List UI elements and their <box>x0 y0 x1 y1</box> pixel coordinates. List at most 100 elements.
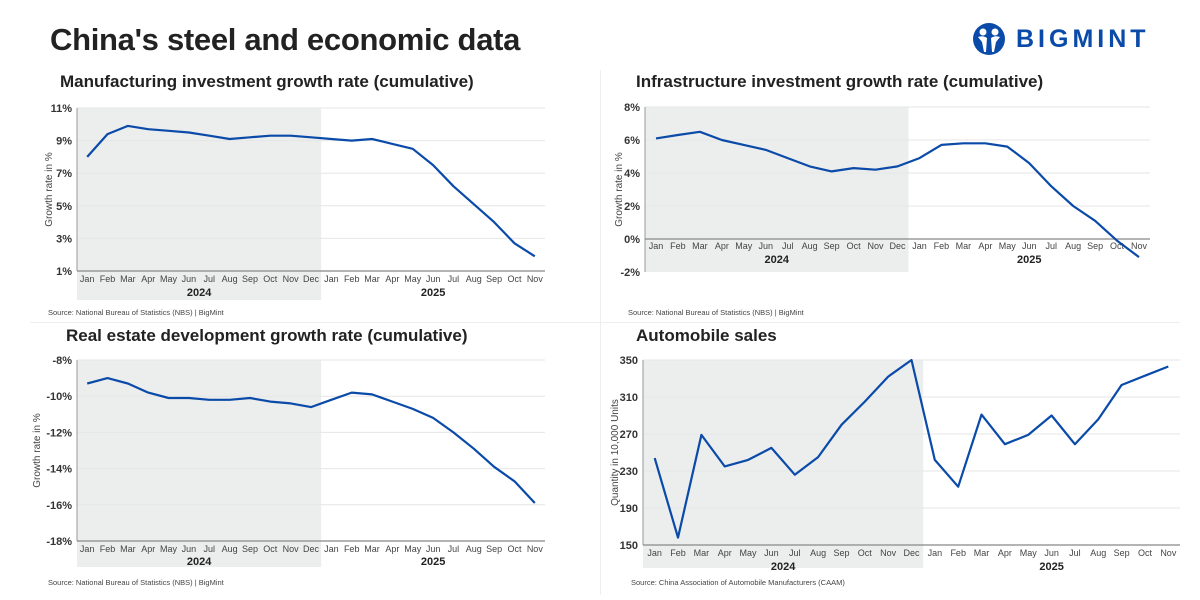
x-tick-label: Dec <box>303 544 320 554</box>
year-label: 2025 <box>1039 561 1063 573</box>
x-tick-label: Aug <box>222 274 238 284</box>
y-tick-label: -18% <box>46 536 72 548</box>
x-tick-label: Oct <box>507 274 522 284</box>
y-tick-label: 150 <box>620 540 638 552</box>
x-tick-label: Nov <box>527 274 544 284</box>
y-tick-label: 270 <box>620 429 638 441</box>
x-tick-label: Oct <box>507 544 522 554</box>
x-tick-label: Jan <box>647 548 662 558</box>
x-tick-label: Mar <box>956 241 972 251</box>
x-tick-label: Aug <box>466 544 482 554</box>
x-tick-label: Jul <box>204 274 216 284</box>
y-tick-label: -2% <box>620 267 640 279</box>
y-tick-label: -12% <box>46 427 72 439</box>
year-label: 2025 <box>421 556 445 568</box>
x-tick-label: Oct <box>1138 548 1153 558</box>
x-tick-label: Apr <box>978 241 992 251</box>
x-tick-label: Jan <box>80 274 95 284</box>
x-tick-label: Sep <box>1087 241 1103 251</box>
y-tick-label: 7% <box>56 168 72 180</box>
x-tick-label: Mar <box>364 274 380 284</box>
horizontal-divider <box>30 322 1180 323</box>
x-tick-label: Feb <box>100 274 116 284</box>
x-tick-label: Aug <box>466 274 482 284</box>
x-tick-label: Jun <box>182 274 197 284</box>
x-tick-label: Sep <box>486 544 502 554</box>
series-line <box>86 124 536 258</box>
x-tick-label: Nov <box>1131 241 1148 251</box>
y-axis-label: Growth rate in % <box>614 152 625 227</box>
x-tick-label: May <box>160 274 178 284</box>
x-tick-label: Jan <box>324 544 339 554</box>
chart-title-manufacturing: Manufacturing investment growth rate (cu… <box>60 72 474 91</box>
y-axis-label: Growth rate in % <box>32 413 43 488</box>
x-tick-label: Nov <box>1160 548 1177 558</box>
x-tick-label: Aug <box>1090 548 1106 558</box>
y-tick-label: 0% <box>624 234 640 246</box>
series-line <box>86 377 536 504</box>
x-tick-label: Apr <box>385 544 399 554</box>
x-tick-label: Oct <box>858 548 873 558</box>
x-tick-label: Oct <box>1110 241 1125 251</box>
x-tick-label: Jul <box>789 548 801 558</box>
x-tick-label: Dec <box>303 274 320 284</box>
x-tick-label: Jan <box>928 548 943 558</box>
x-tick-label: May <box>740 548 758 558</box>
x-tick-label: Jul <box>1045 241 1057 251</box>
y-axis-label: Quantity in 10,000 Units <box>610 399 621 506</box>
source-infrastructure: Source: National Bureau of Statistics (N… <box>628 308 804 317</box>
year-label: 2024 <box>187 287 212 299</box>
x-tick-label: Oct <box>847 241 862 251</box>
x-tick-label: Aug <box>222 544 238 554</box>
y-tick-label: -10% <box>46 391 72 403</box>
x-tick-label: Apr <box>141 544 155 554</box>
x-tick-label: Apr <box>141 274 155 284</box>
x-tick-label: Feb <box>344 544 360 554</box>
y-tick-label: 350 <box>620 355 638 367</box>
x-tick-label: Jun <box>182 544 197 554</box>
chart-title-real-estate: Real estate development growth rate (cum… <box>66 326 468 345</box>
x-tick-label: Feb <box>670 548 686 558</box>
x-tick-label: Sep <box>242 544 258 554</box>
x-tick-label: Jun <box>764 548 779 558</box>
year-label: 2024 <box>771 561 796 573</box>
x-tick-label: Sep <box>486 274 502 284</box>
source-automobile: Source: China Association of Automobile … <box>631 578 845 587</box>
x-tick-label: Apr <box>718 548 732 558</box>
year-label: 2024 <box>764 254 789 266</box>
bigmint-logo: BIGMINT <box>972 22 1150 56</box>
bigmint-logo-icon <box>973 23 1005 55</box>
year-label: 2025 <box>421 287 445 299</box>
x-tick-label: May <box>1020 548 1038 558</box>
x-tick-label: Jan <box>912 241 927 251</box>
x-tick-label: Jun <box>759 241 774 251</box>
x-tick-label: Aug <box>1065 241 1081 251</box>
y-tick-label: -14% <box>46 464 72 476</box>
page-title: China's steel and economic data <box>50 22 521 57</box>
x-tick-label: Jun <box>1044 548 1059 558</box>
x-tick-label: May <box>404 274 422 284</box>
chart-title-automobile: Automobile sales <box>636 326 777 345</box>
x-tick-label: Jan <box>649 241 664 251</box>
x-tick-label: Aug <box>810 548 826 558</box>
x-tick-label: Nov <box>527 544 544 554</box>
shaded-region-2024 <box>643 360 924 568</box>
x-tick-label: Sep <box>824 241 840 251</box>
x-tick-label: Mar <box>974 548 990 558</box>
x-tick-label: Feb <box>670 241 686 251</box>
x-tick-label: May <box>999 241 1017 251</box>
source-manufacturing: Source: National Bureau of Statistics (N… <box>48 308 224 317</box>
x-tick-label: Dec <box>903 548 920 558</box>
y-tick-label: 4% <box>624 168 640 180</box>
x-tick-label: Nov <box>283 544 300 554</box>
logo-text: BIGMINT <box>1016 24 1150 53</box>
y-tick-label: 8% <box>624 102 640 114</box>
y-tick-label: 6% <box>624 135 640 147</box>
y-axis-label: Growth rate in % <box>44 152 55 227</box>
x-tick-label: Aug <box>802 241 818 251</box>
x-tick-label: Sep <box>1114 548 1130 558</box>
year-label: 2024 <box>187 556 212 568</box>
x-tick-label: Nov <box>283 274 300 284</box>
x-tick-label: Jul <box>448 544 460 554</box>
x-tick-label: Sep <box>833 548 849 558</box>
